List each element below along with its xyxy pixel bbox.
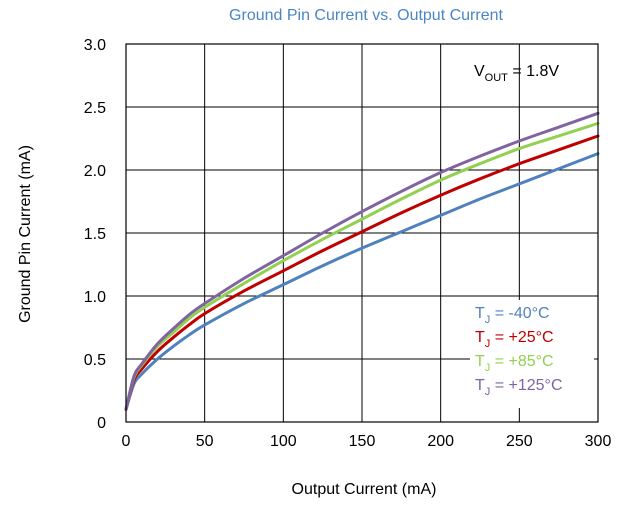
chart-title: Ground Pin Current vs. Output Current bbox=[229, 7, 503, 24]
legend: TJ = -40°C TJ = +25°C TJ = +85°C TJ = +125°… bbox=[470, 300, 594, 408]
series-line-0 bbox=[124, 152, 600, 411]
x-tick-label: 200 bbox=[427, 433, 454, 450]
plot-frame bbox=[125, 43, 599, 423]
y-tick-labels: 0 0.5 1.0 1.5 2.0 2.5 3.0 bbox=[84, 37, 106, 432]
x-tick-label: 150 bbox=[349, 433, 376, 450]
x-tick-label: 250 bbox=[506, 433, 533, 450]
legend-entry-2: TJ = +85°C bbox=[475, 353, 554, 374]
vout-annotation-sub: OUT bbox=[485, 72, 509, 84]
series-line-1 bbox=[124, 134, 600, 411]
x-tick-labels: 0 50 100 150 200 250 300 bbox=[122, 433, 612, 450]
y-axis-label: Ground Pin Current (mA) bbox=[17, 145, 34, 323]
y-tick-label: 0.5 bbox=[84, 352, 106, 369]
y-tick-label: 1.0 bbox=[84, 289, 106, 306]
legend-entry-0: TJ = -40°C bbox=[475, 305, 550, 326]
vout-annotation: VOUT = 1.8V bbox=[474, 63, 559, 84]
vout-annotation-main: V bbox=[474, 63, 485, 80]
legend-entry-3: TJ = +125°C bbox=[475, 377, 563, 398]
x-tick-label: 100 bbox=[270, 433, 297, 450]
y-tick-label: 1.5 bbox=[84, 226, 106, 243]
x-tick-label: 50 bbox=[196, 433, 214, 450]
y-tick-label: 0 bbox=[97, 415, 106, 432]
x-axis-label: Output Current (mA) bbox=[292, 481, 437, 498]
legend-background bbox=[470, 300, 594, 408]
x-tick-label: 300 bbox=[585, 433, 612, 450]
legend-entry-1: TJ = +25°C bbox=[475, 329, 554, 350]
series-line-3 bbox=[124, 111, 600, 411]
vout-annotation-value: = 1.8V bbox=[508, 63, 559, 80]
y-tick-label: 2.0 bbox=[84, 163, 106, 180]
series-lines bbox=[124, 111, 600, 411]
grid-lines bbox=[126, 44, 598, 422]
y-tick-label: 2.5 bbox=[84, 100, 106, 117]
y-tick-label: 3.0 bbox=[84, 37, 106, 54]
x-tick-label: 0 bbox=[122, 433, 131, 450]
